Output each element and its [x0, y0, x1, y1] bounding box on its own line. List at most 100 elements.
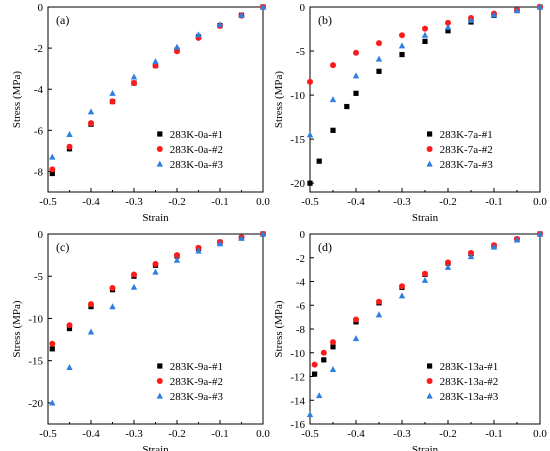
data-point: [398, 292, 406, 299]
data-point: [88, 301, 94, 308]
panel-label: (d): [318, 240, 332, 254]
x-tick-label: -0.3: [393, 196, 411, 208]
chart-panel-1: -0.5 -0.4 -0.3 -0.2 -0.1 0.0 -8 -6 -4 -2 0 Strain St…: [11, 2, 270, 224]
data-point: [130, 283, 138, 290]
plot-frame: [47, 6, 264, 193]
data-point: [376, 68, 382, 74]
x-tick-label: -0.4: [347, 428, 365, 440]
data-point: [536, 3, 544, 10]
legend: 283K-7a-#1 283K-7a-#2 283K-7a-#3: [426, 129, 493, 171]
data-point: [195, 31, 202, 38]
y-tick-label: -15: [28, 356, 43, 368]
y-tick-label: -16: [290, 419, 305, 431]
y-tick-label: -14: [290, 395, 305, 407]
x-tick-label: -0.3: [125, 196, 143, 208]
data-point: [49, 153, 56, 160]
chart-panel-4: -0.5 -0.4 -0.3 -0.2 -0.1 0.0 -16 -14 -12 -10 -8 -6 -…: [273, 229, 547, 451]
x-axis-title: Strain: [142, 444, 169, 451]
data-point: [311, 361, 318, 368]
data-point: [445, 259, 451, 266]
data-point: [173, 43, 181, 50]
y-tick-label: -4: [296, 277, 306, 289]
legend-marker: [426, 378, 433, 384]
y-axis-title: Stress (MPa): [273, 300, 285, 357]
data-point: [109, 98, 116, 105]
data-point: [444, 263, 452, 270]
y-tick-label: -2: [34, 43, 43, 55]
data-point: [344, 103, 350, 110]
data-point: [467, 16, 475, 23]
legend-label: 283K-13a-#2: [440, 376, 499, 388]
data-point: [536, 230, 544, 237]
data-point: [330, 339, 336, 346]
data-point: [421, 31, 429, 38]
x-tick-label: -0.2: [168, 428, 185, 440]
data-point: [445, 28, 451, 34]
x-tick-label: -0.5: [39, 428, 57, 440]
y-tick-label: 0: [300, 2, 306, 14]
data-point: [87, 108, 95, 115]
data-point: [109, 303, 116, 310]
data-point: [513, 236, 521, 243]
data-point: [375, 55, 383, 62]
data-point: [330, 62, 336, 69]
x-tick-label: -0.4: [82, 428, 100, 440]
legend: 283K-13a-#1 283K-13a-#2 283K-13a-#3: [426, 361, 499, 403]
data-point: [307, 78, 313, 85]
y-tick-label: 0: [38, 229, 44, 241]
x-tick-label: -0.3: [393, 428, 411, 440]
data-point: [66, 131, 73, 138]
y-tick-label: -5: [296, 46, 306, 58]
data-point: [398, 42, 406, 49]
data-point: [66, 364, 73, 371]
legend-marker: [426, 146, 433, 152]
x-axis-title: Strain: [412, 444, 439, 451]
data-point: [490, 11, 498, 18]
data-point: [353, 90, 359, 96]
chart-panel-3: -0.5 -0.4 -0.3 -0.2 -0.1 0.0 -20 -15 -10 -5 0 Strai…: [11, 229, 270, 451]
series-1: [49, 231, 266, 352]
data-point: [421, 276, 429, 283]
legend-marker: [156, 146, 163, 152]
x-tick-label: -0.4: [82, 196, 100, 208]
data-point: [109, 285, 116, 292]
x-axis-title: Strain: [412, 212, 439, 224]
x-tick-label: -0.3: [125, 428, 143, 440]
legend-marker: [156, 160, 163, 167]
y-tick-label: -10: [290, 348, 305, 360]
x-tick-label: -0.5: [39, 196, 57, 208]
legend: 283K-9a-#1 283K-9a-#2 283K-9a-#3: [156, 361, 223, 403]
data-point: [399, 32, 405, 39]
data-point: [329, 96, 337, 103]
y-tick-label: -15: [290, 134, 305, 146]
data-point: [422, 38, 428, 44]
data-point: [445, 19, 451, 26]
legend-marker: [156, 378, 163, 384]
y-tick-label: 0: [38, 2, 44, 14]
data-point: [316, 158, 322, 164]
data-point: [130, 73, 138, 80]
legend-marker: [426, 392, 433, 399]
data-point: [306, 131, 314, 138]
data-point: [353, 316, 359, 323]
y-tick-label: -10: [28, 313, 43, 325]
chart-panel-2: -0.5 -0.4 -0.3 -0.2 -0.1 0.0 -20 -15 -10 -5 0 Strai…: [273, 2, 547, 224]
data-point: [312, 371, 318, 377]
data-point: [330, 344, 336, 350]
data-point: [321, 357, 327, 363]
y-tick-label: -5: [34, 271, 44, 283]
series-1: [312, 231, 543, 377]
data-point: [174, 48, 180, 55]
data-point: [399, 51, 405, 58]
y-tick-label: -20: [28, 398, 43, 410]
legend-label: 283K-0a-#3: [170, 159, 224, 171]
data-point: [238, 11, 245, 18]
data-point: [88, 120, 94, 127]
x-tick-label: 0.0: [533, 196, 547, 208]
data-point: [316, 392, 323, 399]
data-point: [320, 349, 327, 356]
data-point: [66, 143, 73, 150]
panel-label: (c): [56, 240, 69, 254]
data-point: [422, 270, 428, 277]
y-axis-title: Stress (MPa): [11, 300, 23, 357]
